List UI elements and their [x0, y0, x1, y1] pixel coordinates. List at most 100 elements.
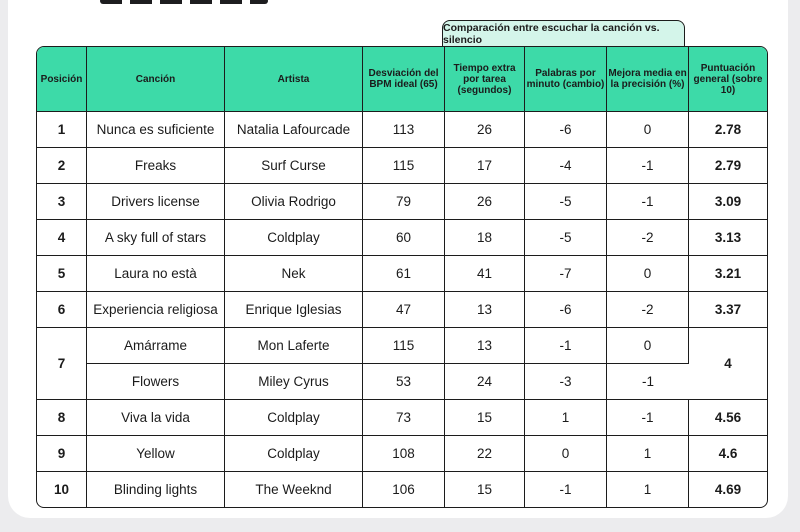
words-cell: -7: [525, 256, 607, 292]
score-cell: 3.13: [689, 220, 767, 256]
accuracy-cell: 1: [607, 472, 689, 507]
artist-cell: Surf Curse: [225, 148, 363, 184]
column-header-song: Canción: [87, 47, 225, 112]
time-cell: 41: [445, 256, 525, 292]
score-cell: 3.21: [689, 256, 767, 292]
time-cell: 13: [445, 292, 525, 328]
bpm-cell: 47: [363, 292, 445, 328]
song-cell: Experiencia religiosa: [87, 292, 225, 328]
table-row: 4 A sky full of stars Coldplay 60 18 -5 …: [37, 220, 767, 256]
song-cell: Amárrame: [87, 328, 225, 364]
accuracy-cell: -1: [607, 148, 689, 184]
table-row: 10 Blinding lights The Weeknd 106 15 -1 …: [37, 472, 767, 507]
accuracy-cell: 0: [607, 112, 689, 148]
table-row: 1 Nunca es suficiente Natalia Lafourcade…: [37, 112, 767, 148]
song-cell: Blinding lights: [87, 472, 225, 507]
accuracy-cell: -2: [607, 292, 689, 328]
artist-cell: Olivia Rodrigo: [225, 184, 363, 220]
words-cell: 1: [525, 400, 607, 436]
position-cell: 6: [37, 292, 87, 328]
table-row: 3 Drivers license Olivia Rodrigo 79 26 -…: [37, 184, 767, 220]
artist-cell: Mon Laferte: [225, 328, 363, 364]
column-header-bpm-deviation: Desviación del BPM ideal (65): [363, 47, 445, 112]
words-cell: -4: [525, 148, 607, 184]
bpm-cell: 115: [363, 328, 445, 364]
bpm-cell: 61: [363, 256, 445, 292]
accuracy-cell: -1: [607, 364, 689, 400]
score-cell: 4.56: [689, 400, 767, 436]
score-cell: 4.6: [689, 436, 767, 472]
words-cell: -6: [525, 112, 607, 148]
position-cell: 1: [37, 112, 87, 148]
bpm-cell: 113: [363, 112, 445, 148]
table-row: Flowers Miley Cyrus 53 24 -3 -1: [37, 364, 767, 400]
score-cell: 2.79: [689, 148, 767, 184]
words-cell: -1: [525, 328, 607, 364]
bpm-cell: 106: [363, 472, 445, 507]
column-header-position: Posición: [37, 47, 87, 112]
score-cell: 4.69: [714, 482, 742, 497]
time-cell: 15: [445, 472, 525, 507]
song-cell: A sky full of stars: [87, 220, 225, 256]
comparison-header: Comparación entre escuchar la canción vs…: [442, 20, 685, 46]
position-cell: 3: [37, 184, 87, 220]
accuracy-cell: -2: [607, 220, 689, 256]
accuracy-cell: 0: [607, 256, 689, 292]
bpm-cell: 115: [363, 148, 445, 184]
position-cell: 2: [37, 148, 87, 184]
accuracy-cell: -1: [607, 400, 689, 436]
bpm-cell: 108: [363, 436, 445, 472]
column-header-words-per-minute: Palabras por minuto (cambio): [525, 47, 607, 112]
artist-cell: Enrique Iglesias: [225, 292, 363, 328]
artist-cell: Nek: [225, 256, 363, 292]
position-cell: 9: [37, 436, 87, 472]
song-cell: Viva la vida: [87, 400, 225, 436]
table-row: 5 Laura no està Nek 61 41 -7 0 3.21: [37, 256, 767, 292]
score-cell: 4: [689, 328, 767, 400]
song-ranking-table: Posición Canción Artista Desviación del …: [36, 46, 768, 508]
song-cell: Laura no està: [87, 256, 225, 292]
time-cell: 17: [445, 148, 525, 184]
artist-cell: The Weeknd: [225, 472, 363, 507]
position-cell: 4: [37, 220, 87, 256]
column-header-score: Puntuación general (sobre 10): [689, 47, 767, 112]
time-cell: 26: [445, 112, 525, 148]
words-cell: -6: [525, 292, 607, 328]
score-cell: 3.09: [689, 184, 767, 220]
accuracy-cell: 1: [607, 436, 689, 472]
song-cell: Nunca es suficiente: [87, 112, 225, 148]
time-cell: 22: [445, 436, 525, 472]
time-cell: 13: [445, 328, 525, 364]
table-row: 2 Freaks Surf Curse 115 17 -4 -1 2.79: [37, 148, 767, 184]
table-row: 8 Viva la vida Coldplay 73 15 1 -1 4.56: [37, 400, 767, 436]
words-cell: -1: [525, 472, 607, 507]
song-cell: Drivers license: [87, 184, 225, 220]
artist-cell: Natalia Lafourcade: [225, 112, 363, 148]
column-header-artist: Artista: [225, 47, 363, 112]
score-cell: 2.78: [689, 112, 767, 148]
table-row: 7 Amárrame Mon Laferte 115 13 -1 0 4: [37, 328, 767, 400]
table-header-row: Posición Canción Artista Desviación del …: [37, 47, 767, 112]
time-cell: 26: [445, 184, 525, 220]
accuracy-cell: 0: [607, 328, 689, 364]
bpm-cell: 79: [363, 184, 445, 220]
song-cell: Freaks: [87, 148, 225, 184]
column-header-extra-time: Tiempo extra por tarea (segundos): [445, 47, 525, 112]
score-cell: 3.37: [689, 292, 767, 328]
artist-cell: Coldplay: [225, 220, 363, 256]
artist-cell: Miley Cyrus: [225, 364, 363, 400]
artist-cell: Coldplay: [225, 436, 363, 472]
time-cell: 24: [445, 364, 525, 400]
position-cell: 7: [37, 328, 87, 400]
column-header-accuracy: Mejora media en la precisión (%): [607, 47, 689, 112]
song-cell: Yellow: [87, 436, 225, 472]
bpm-cell: 60: [363, 220, 445, 256]
cropped-title-decoration: [100, 0, 268, 4]
words-cell: -3: [525, 364, 607, 400]
position-cell: 10: [37, 472, 87, 507]
position-cell: 8: [37, 400, 87, 436]
table-row: 9 Yellow Coldplay 108 22 0 1 4.6: [37, 436, 767, 472]
bpm-cell: 53: [363, 364, 445, 400]
time-cell: 15: [445, 400, 525, 436]
table-row: 6 Experiencia religiosa Enrique Iglesias…: [37, 292, 767, 328]
